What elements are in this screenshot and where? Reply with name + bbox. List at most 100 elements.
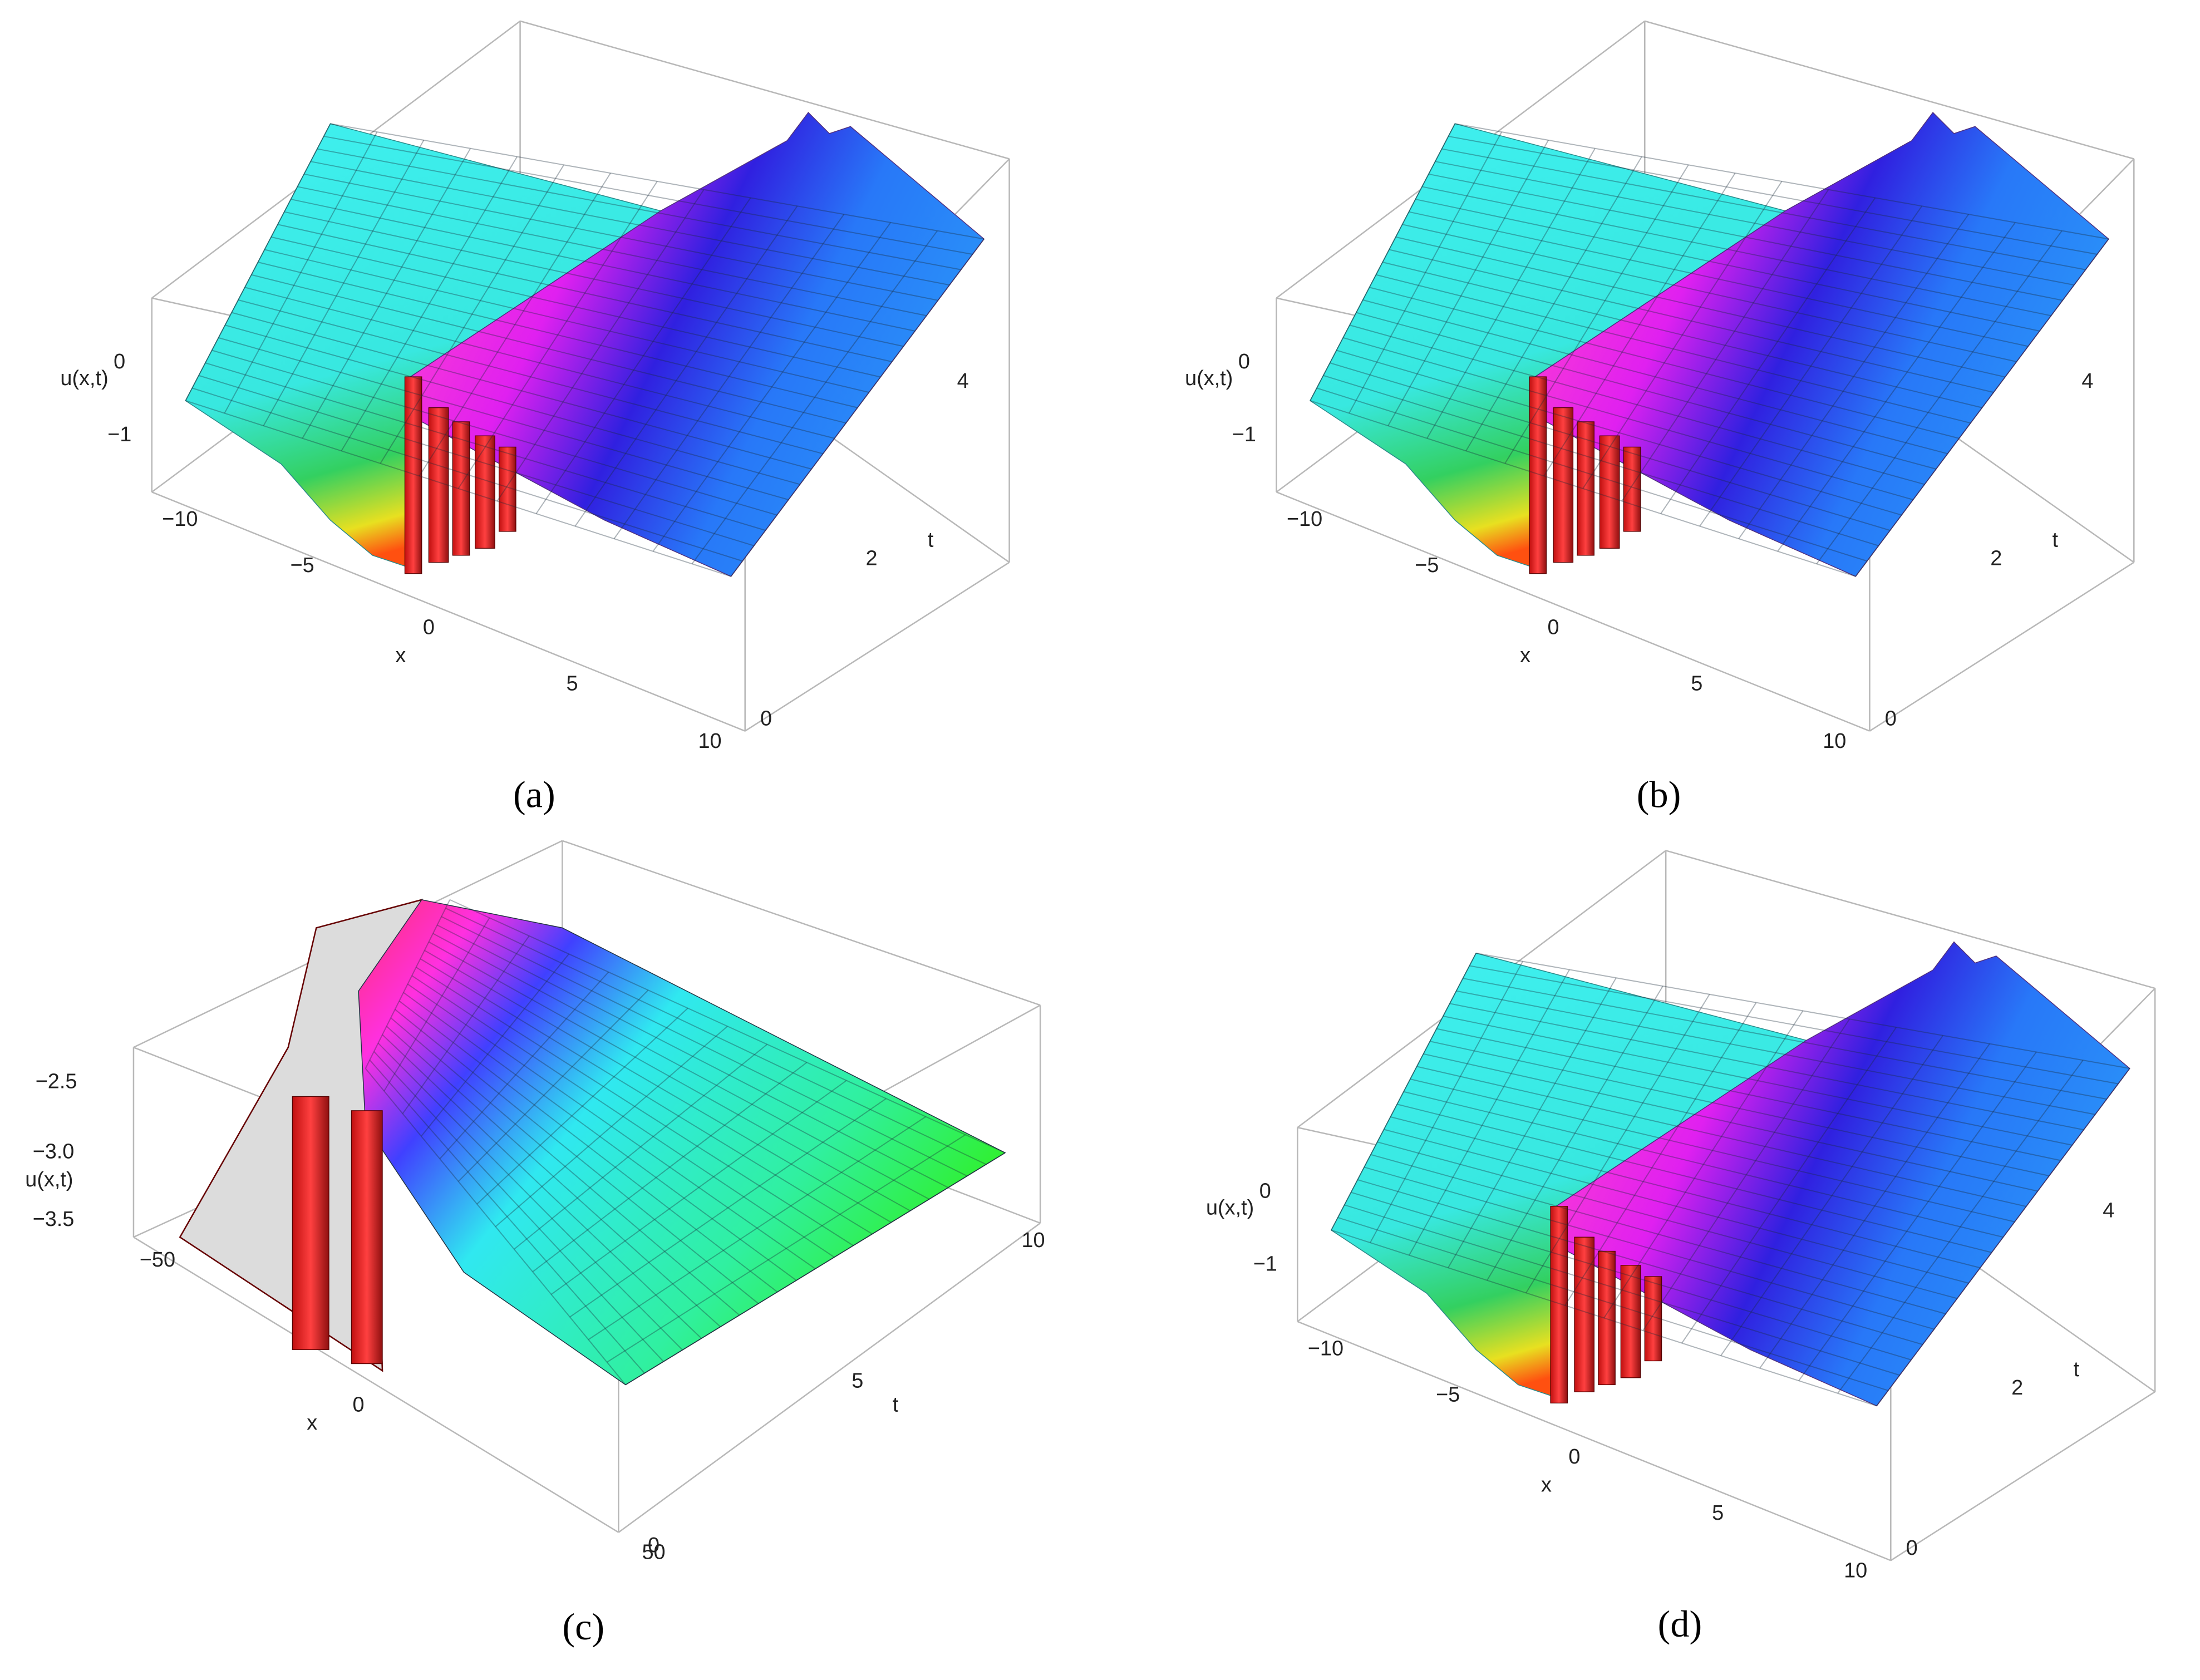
mesh-line [1336,349,1902,516]
x-tick-label: −5 [1415,554,1439,577]
x-axis-label: x [307,1411,317,1435]
z-tick-label: −3.0 [33,1140,75,1164]
box-edge [520,20,1010,160]
x-tick-label: 50 [642,1541,665,1564]
mesh-line [574,205,798,527]
x-tick-label: 10 [1844,1559,1867,1582]
mesh-line [416,967,854,1247]
x-tick-label: 0 [1568,1445,1580,1469]
mesh-line [1455,123,2109,240]
box-edge [151,491,746,732]
spike [428,407,449,563]
mesh-line [1331,953,1477,1231]
mesh-line [377,1042,683,1351]
mesh-line [1389,249,1994,393]
t-tick-label: 2 [2011,1376,2023,1400]
mesh-line [1344,1204,1900,1376]
mesh-line [1441,148,2086,270]
panels: 0−1−10−50510024u(x,t)xt(a)0−1−10−5051002… [25,20,2156,1648]
mesh-line [218,337,789,500]
box-edge [562,840,1041,1006]
spike [1550,1205,1568,1403]
mesh-line [1357,1179,1923,1346]
mesh-line [238,299,824,455]
t-axis-label: t [893,1393,899,1416]
mesh-line [1409,211,2029,347]
mesh-line [437,924,949,1189]
x-tick-label: 0 [1548,615,1559,639]
mesh-line [291,199,916,332]
mesh-line [264,249,869,393]
panel-label: (d) [1658,1603,1702,1645]
mesh-line [1504,164,1689,464]
z-tick-label: −1 [1253,1253,1277,1276]
mesh-line [407,983,816,1269]
mesh-line [185,123,331,401]
t-tick-label: 10 [1021,1229,1045,1252]
mesh-line [445,908,987,1165]
mesh-line [421,953,569,1137]
x-tick-label: −50 [140,1248,175,1272]
x-tick-label: −5 [290,554,314,577]
mesh-line [1582,181,1783,489]
mesh-line [231,312,812,470]
mesh-line [496,189,705,502]
mesh-line [1435,161,2075,286]
x-tick-label: 5 [1691,672,1702,695]
z-axis-label: u(x,t) [25,1168,73,1191]
mesh-line [1402,224,2017,362]
mesh-line [386,1026,721,1328]
mesh-line [284,211,904,347]
surface-ridge [1534,111,2109,577]
mesh-line [1436,1028,2061,1161]
mesh-line [403,992,797,1281]
mesh-line [373,1051,664,1362]
mesh-line [224,131,378,414]
mesh-line [441,916,968,1177]
mesh-line [1660,197,1876,514]
mesh-line [420,958,873,1235]
mesh-line [1310,123,1456,401]
mesh-line [1349,324,1925,485]
t-tick-label: 2 [866,547,878,570]
spike [1620,1265,1641,1378]
mesh-line [330,123,985,240]
spike [1529,376,1547,574]
mesh-line [532,1062,808,1273]
x-tick-label: 5 [1712,1501,1724,1525]
mesh-line [439,972,609,1160]
z-tick-label: 0 [1238,350,1250,373]
mesh-line [691,230,938,564]
mesh-line [1410,1078,2015,1223]
box-edge [1276,491,1870,732]
spike [452,421,470,556]
mesh-line [1759,1043,1990,1369]
panel-label: (b) [1637,774,1681,816]
mesh-line [1543,173,1736,476]
mesh-line [1316,387,1868,562]
mesh-line [323,135,973,255]
t-axis-label: t [928,529,934,552]
t-tick-label: 4 [957,369,969,393]
mesh-line [1342,337,1913,500]
mesh-line [1370,961,1523,1243]
surface-ridge [410,111,985,577]
x-axis-label: x [395,644,406,667]
box-edge [133,1236,619,1533]
mesh-line [1720,1035,1943,1356]
mesh-line [304,173,938,301]
spike [475,435,495,549]
mesh-line [613,214,845,539]
mesh-line [550,1080,847,1295]
mesh-line [1448,135,2098,255]
mesh-line [390,1017,740,1316]
mesh-line [419,173,611,476]
mesh-line [428,941,910,1211]
panel-label: (a) [513,774,555,816]
mesh-line [185,400,731,577]
mesh-line [398,1000,778,1293]
mesh-line [1362,299,1948,455]
mesh-line [402,935,530,1114]
mesh-line [1416,1066,2026,1208]
